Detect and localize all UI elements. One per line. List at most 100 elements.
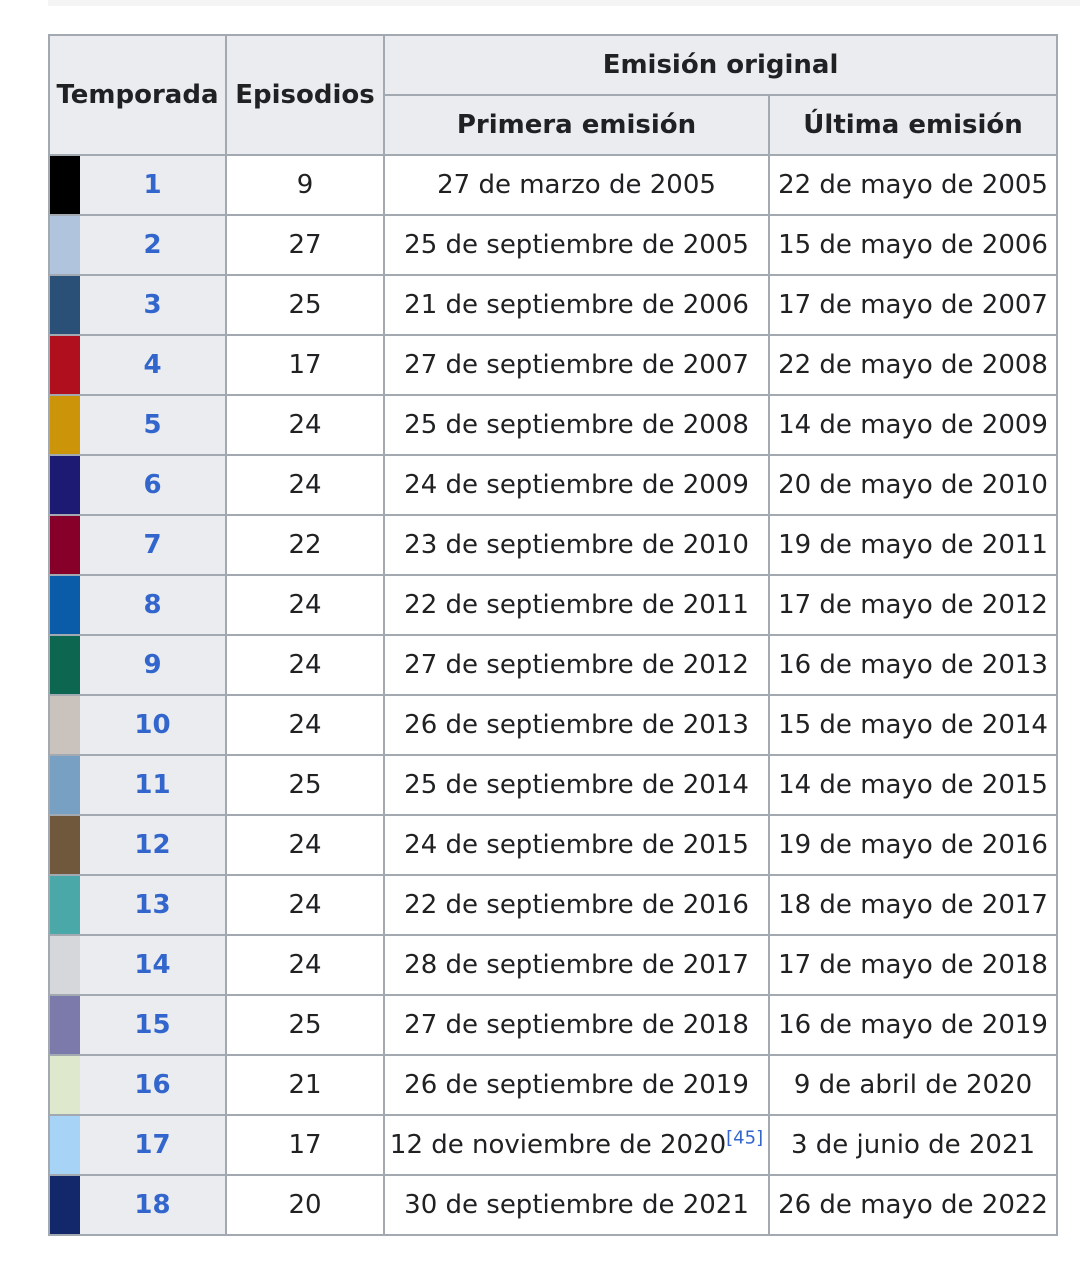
last-aired-date: 22 de mayo de 2005 xyxy=(768,154,1059,216)
first-aired-text: 25 de septiembre de 2014 xyxy=(404,770,749,800)
last-aired-date: 17 de mayo de 2018 xyxy=(768,934,1059,996)
last-aired-date: 22 de mayo de 2008 xyxy=(768,334,1059,396)
table-row: 10 24 26 de septiembre de 2013 15 de mayo d… xyxy=(48,694,1059,756)
season-color-swatch xyxy=(48,814,80,876)
first-aired-date: 22 de septiembre de 2011 xyxy=(383,574,771,636)
table-row: 1 9 27 de marzo de 2005 22 de mayo de 2005 xyxy=(48,154,1059,216)
first-aired-text: 27 de septiembre de 2018 xyxy=(404,1010,749,1040)
season-color-swatch xyxy=(48,994,80,1056)
first-aired-date: 21 de septiembre de 2006 xyxy=(383,274,771,336)
reference-link[interactable]: [45] xyxy=(726,1127,764,1149)
season-number-link[interactable]: 5 xyxy=(80,394,228,456)
first-aired-date: 27 de septiembre de 2018 xyxy=(383,994,771,1056)
header-original-airing: Emisión original xyxy=(383,34,1059,96)
season-number-link[interactable]: 11 xyxy=(80,754,228,816)
first-aired-text: 21 de septiembre de 2006 xyxy=(404,290,749,320)
table-row: 18 20 30 de septiembre de 2021 26 de mayo d… xyxy=(48,1174,1059,1236)
last-aired-date: 16 de mayo de 2019 xyxy=(768,994,1059,1056)
season-color-swatch xyxy=(48,394,80,456)
first-aired-text: 22 de septiembre de 2011 xyxy=(404,590,749,620)
seasons-table: Temporada Episodios Emisión original Pri… xyxy=(47,34,1059,1236)
header-last-aired: Última emisión xyxy=(768,94,1059,156)
first-aired-date: 24 de septiembre de 2009 xyxy=(383,454,771,516)
table-row: 5 24 25 de septiembre de 2008 14 de mayo de… xyxy=(48,394,1059,456)
table-row: 11 25 25 de septiembre de 2014 14 de mayo d… xyxy=(48,754,1059,816)
episode-count: 20 xyxy=(225,1174,386,1236)
episode-count: 24 xyxy=(225,694,386,756)
table-row: 13 24 22 de septiembre de 2016 18 de mayo d… xyxy=(48,874,1059,936)
episode-count: 22 xyxy=(225,514,386,576)
first-aired-date: 27 de marzo de 2005 xyxy=(383,154,771,216)
first-aired-text: 26 de septiembre de 2013 xyxy=(404,710,749,740)
last-aired-date: 19 de mayo de 2016 xyxy=(768,814,1059,876)
first-aired-date: 28 de septiembre de 2017 xyxy=(383,934,771,996)
season-color-swatch xyxy=(48,574,80,636)
season-number-link[interactable]: 3 xyxy=(80,274,228,336)
first-aired-date: 26 de septiembre de 2013 xyxy=(383,694,771,756)
season-number-link[interactable]: 10 xyxy=(80,694,228,756)
season-number-link[interactable]: 17 xyxy=(80,1114,228,1176)
table-row: 3 25 21 de septiembre de 2006 17 de mayo de… xyxy=(48,274,1059,336)
season-color-swatch xyxy=(48,934,80,996)
table-row: 17 17 12 de noviembre de 2020[45] 3 de juni… xyxy=(48,1114,1059,1176)
last-aired-date: 17 de mayo de 2012 xyxy=(768,574,1059,636)
top-divider xyxy=(48,0,1080,6)
season-number-link[interactable]: 7 xyxy=(80,514,228,576)
first-aired-date: 23 de septiembre de 2010 xyxy=(383,514,771,576)
season-number-link[interactable]: 18 xyxy=(80,1174,228,1236)
season-number-link[interactable]: 13 xyxy=(80,874,228,936)
first-aired-date: 27 de septiembre de 2007 xyxy=(383,334,771,396)
table-row: 7 22 23 de septiembre de 2010 19 de mayo de… xyxy=(48,514,1059,576)
season-number-link[interactable]: 4 xyxy=(80,334,228,396)
season-number-link[interactable]: 8 xyxy=(80,574,228,636)
last-aired-date: 3 de junio de 2021 xyxy=(768,1114,1059,1176)
first-aired-date: 25 de septiembre de 2014 xyxy=(383,754,771,816)
last-aired-date: 16 de mayo de 2013 xyxy=(768,634,1059,696)
season-number-link[interactable]: 1 xyxy=(80,154,228,216)
episode-count: 24 xyxy=(225,454,386,516)
last-aired-date: 19 de mayo de 2011 xyxy=(768,514,1059,576)
season-color-swatch xyxy=(48,334,80,396)
season-color-swatch xyxy=(48,1054,80,1116)
season-color-swatch xyxy=(48,154,80,216)
episode-count: 24 xyxy=(225,814,386,876)
first-aired-text: 27 de marzo de 2005 xyxy=(437,170,716,200)
table-row: 2 27 25 de septiembre de 2005 15 de mayo de… xyxy=(48,214,1059,276)
season-number-link[interactable]: 14 xyxy=(80,934,228,996)
season-number-link[interactable]: 9 xyxy=(80,634,228,696)
season-number-link[interactable]: 6 xyxy=(80,454,228,516)
season-number-link[interactable]: 12 xyxy=(80,814,228,876)
last-aired-date: 9 de abril de 2020 xyxy=(768,1054,1059,1116)
season-number-link[interactable]: 15 xyxy=(80,994,228,1056)
header-episodes: Episodios xyxy=(225,34,386,156)
episode-count: 25 xyxy=(225,274,386,336)
table-row: 14 24 28 de septiembre de 2017 17 de mayo d… xyxy=(48,934,1059,996)
last-aired-date: 26 de mayo de 2022 xyxy=(768,1174,1059,1236)
table-header: Temporada Episodios Emisión original Pri… xyxy=(47,34,1059,156)
first-aired-text: 30 de septiembre de 2021 xyxy=(404,1190,749,1220)
table-row: 15 25 27 de septiembre de 2018 16 de mayo d… xyxy=(48,994,1059,1056)
episode-count: 24 xyxy=(225,394,386,456)
season-color-swatch xyxy=(48,1174,80,1236)
table-body: 1 9 27 de marzo de 2005 22 de mayo de 2005 2… xyxy=(48,154,1059,1236)
table-row: 16 21 26 de septiembre de 2019 9 de abril d… xyxy=(48,1054,1059,1116)
first-aired-date: 25 de septiembre de 2005 xyxy=(383,214,771,276)
season-color-swatch xyxy=(48,514,80,576)
episode-count: 9 xyxy=(225,154,386,216)
header-season: Temporada xyxy=(47,34,228,156)
first-aired-text: 23 de septiembre de 2010 xyxy=(404,530,749,560)
last-aired-date: 14 de mayo de 2015 xyxy=(768,754,1059,816)
table-row: 4 17 27 de septiembre de 2007 22 de mayo de… xyxy=(48,334,1059,396)
season-number-link[interactable]: 16 xyxy=(80,1054,228,1116)
first-aired-text: 25 de septiembre de 2005 xyxy=(404,230,749,260)
table-row: 9 24 27 de septiembre de 2012 16 de mayo de… xyxy=(48,634,1059,696)
first-aired-text: 27 de septiembre de 2007 xyxy=(404,350,749,380)
first-aired-date: 27 de septiembre de 2012 xyxy=(383,634,771,696)
first-aired-date: 25 de septiembre de 2008 xyxy=(383,394,771,456)
first-aired-text: 27 de septiembre de 2012 xyxy=(404,650,749,680)
table-row: 12 24 24 de septiembre de 2015 19 de mayo d… xyxy=(48,814,1059,876)
last-aired-date: 15 de mayo de 2014 xyxy=(768,694,1059,756)
first-aired-text: 24 de septiembre de 2009 xyxy=(404,470,749,500)
season-number-link[interactable]: 2 xyxy=(80,214,228,276)
header-first-aired: Primera emisión xyxy=(383,94,771,156)
